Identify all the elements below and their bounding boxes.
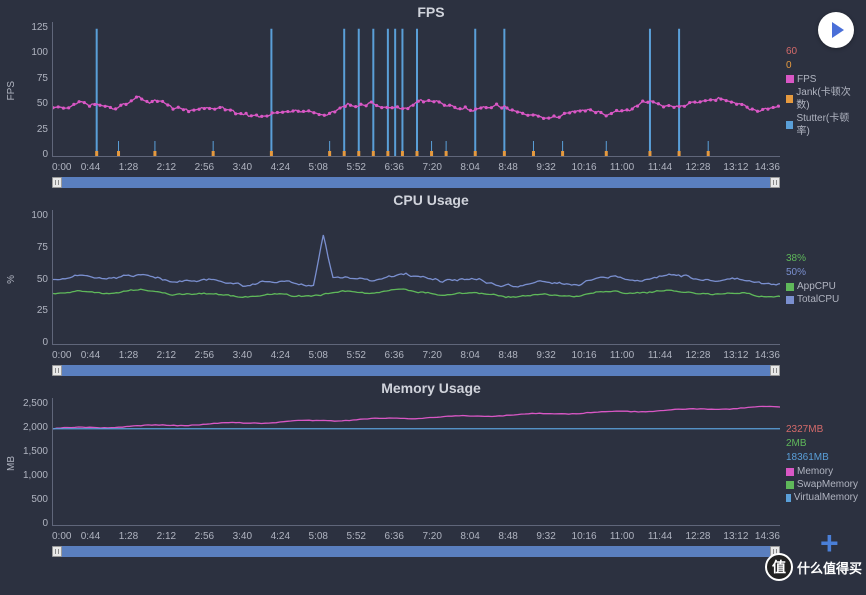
- time-scrollbar[interactable]: [52, 546, 780, 557]
- x-axis-ticks: 0:000:441:282:122:563:404:245:085:526:36…: [52, 162, 780, 173]
- watermark-badge: 值: [765, 553, 793, 581]
- time-scrollbar[interactable]: [52, 365, 780, 376]
- time-scrollbar[interactable]: [52, 177, 780, 188]
- fps-legend: 60 0 FPS Jank(卡顿次数) Stutter(卡顿率): [780, 22, 858, 160]
- scroll-handle-right[interactable]: [770, 177, 780, 188]
- legend-stutter: Stutter(卡顿率): [796, 112, 858, 138]
- x-axis-ticks: 0:000:441:282:122:563:404:245:085:526:36…: [52, 531, 780, 542]
- chart-title: Memory Usage: [4, 380, 858, 396]
- chart-title: CPU Usage: [4, 192, 858, 208]
- y-axis-label: MB: [4, 398, 18, 529]
- jank-current: 0: [786, 59, 858, 73]
- fps-current: 60: [786, 45, 858, 59]
- scroll-handle-left[interactable]: [52, 365, 62, 376]
- watermark: 值 什么值得买: [765, 553, 862, 581]
- scroll-handle-left[interactable]: [52, 177, 62, 188]
- legend-memory: Memory: [797, 465, 833, 478]
- fps-chart-panel: FPS FPS 1251007550250 60 0 FPS Jank(卡顿次数…: [4, 4, 858, 188]
- appcpu-current: 38%: [786, 252, 858, 266]
- y-axis-label: FPS: [4, 22, 18, 160]
- legend-fps: FPS: [797, 73, 816, 86]
- fps-plot[interactable]: [52, 22, 780, 157]
- totalcpu-current: 50%: [786, 266, 858, 280]
- y-axis-label: %: [4, 210, 18, 348]
- y-axis-ticks: 1007550250: [18, 210, 52, 348]
- scroll-handle-left[interactable]: [52, 546, 62, 557]
- x-axis-ticks: 0:000:441:282:122:563:404:245:085:526:36…: [52, 350, 780, 361]
- scroll-handle-right[interactable]: [770, 365, 780, 376]
- virtual-current: 18361MB: [786, 451, 858, 465]
- cpu-plot[interactable]: [52, 210, 780, 345]
- chart-title: FPS: [4, 4, 858, 20]
- performance-dashboard: FPS FPS 1251007550250 60 0 FPS Jank(卡顿次数…: [0, 0, 866, 565]
- y-axis-ticks: 1251007550250: [18, 22, 52, 160]
- legend-swap: SwapMemory: [797, 478, 858, 491]
- cpu-legend: 38% 50% AppCPU TotalCPU: [780, 210, 858, 348]
- swap-current: 2MB: [786, 437, 858, 451]
- memory-plot[interactable]: [52, 398, 780, 526]
- memory-chart-panel: Memory Usage MB 2,5002,0001,5001,0005000…: [4, 380, 858, 557]
- memory-legend: 2327MB 2MB 18361MB Memory SwapMemory Vir…: [780, 398, 858, 529]
- memory-current: 2327MB: [786, 423, 858, 437]
- watermark-text: 什么值得买: [797, 558, 862, 577]
- legend-appcpu: AppCPU: [797, 280, 836, 293]
- y-axis-ticks: 2,5002,0001,5001,0005000: [18, 398, 52, 529]
- legend-totalcpu: TotalCPU: [797, 293, 839, 306]
- cpu-chart-panel: CPU Usage % 1007550250 38% 50% AppCPU To…: [4, 192, 858, 376]
- legend-jank: Jank(卡顿次数): [796, 86, 858, 112]
- legend-virtual: VirtualMemory: [794, 491, 858, 504]
